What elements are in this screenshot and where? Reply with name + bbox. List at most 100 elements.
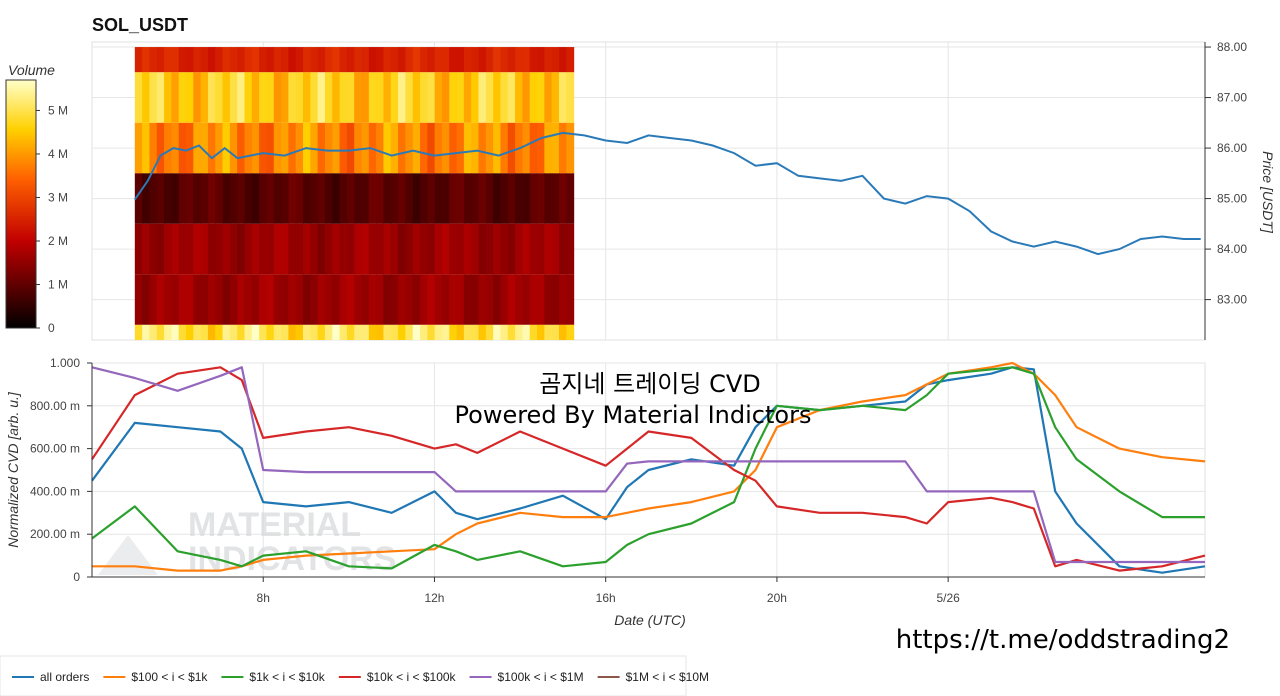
heatmap-cell	[500, 324, 509, 340]
heatmap-cell	[441, 173, 450, 224]
heatmap-cell	[566, 324, 575, 340]
heatmap-cell	[339, 324, 348, 340]
heatmap-cell	[171, 324, 180, 340]
heatmap-cell	[324, 223, 333, 275]
heatmap-cell	[178, 122, 187, 174]
heatmap-cell	[134, 324, 143, 340]
heatmap-cell	[281, 274, 289, 325]
heatmap-cell	[485, 173, 494, 224]
heatmap-cell	[398, 223, 406, 275]
heatmap-cell	[507, 72, 516, 123]
cvd-series-line-3	[91, 366, 1206, 572]
heatmap-cell	[273, 173, 282, 224]
heatmap-cell	[551, 274, 560, 325]
heatmap-cell	[566, 274, 575, 325]
heatmap-cell	[251, 122, 260, 174]
heatmap-cell	[237, 47, 246, 73]
heatmap-cell	[324, 122, 333, 174]
heatmap-cell	[266, 72, 275, 123]
heatmap-cell	[215, 47, 224, 73]
heatmap-cell	[207, 47, 216, 73]
heatmap-cell	[354, 274, 363, 325]
heatmap-cell	[142, 122, 151, 174]
footer-url[interactable]: https://t.me/oddstrading2	[896, 625, 1230, 655]
heatmap-cell	[485, 324, 494, 340]
heatmap-cell	[434, 223, 443, 275]
heatmap-cell	[463, 274, 472, 325]
heatmap-cell	[354, 223, 363, 275]
heatmap-cell	[178, 274, 187, 325]
heatmap-cell	[164, 274, 172, 325]
heatmap-cell	[471, 324, 480, 340]
heatmap-cell	[222, 47, 231, 73]
heatmap-cell	[193, 122, 202, 174]
heatmap-cell	[303, 47, 311, 73]
heatmap-cell	[551, 324, 560, 340]
heatmap-cell	[222, 72, 231, 123]
heatmap-cell	[361, 274, 370, 325]
legend-label-2: $1k < i < $10k	[249, 670, 325, 684]
heatmap-cell	[317, 47, 326, 73]
heatmap-cell	[368, 47, 377, 73]
heatmap-cell	[405, 122, 414, 174]
heatmap-cell	[529, 122, 538, 174]
heatmap-cell	[207, 122, 216, 174]
heatmap-cell	[156, 324, 165, 340]
heatmap-cell	[164, 47, 172, 73]
heatmap-cell	[215, 324, 224, 340]
heatmap-cell	[522, 72, 531, 123]
heatmap-cell	[310, 223, 319, 275]
heatmap-cell	[390, 274, 399, 325]
heatmap-cell	[332, 223, 341, 275]
heatmap-cell	[478, 72, 487, 123]
heatmap-cell	[449, 274, 458, 325]
heatmap-cell	[134, 173, 143, 224]
heatmap-cell	[420, 274, 428, 325]
heatmap-cell	[354, 173, 363, 224]
heatmap-cell	[493, 173, 502, 224]
heatmap-cell	[215, 173, 224, 224]
heatmap-cell	[471, 47, 480, 73]
heatmap-cell	[303, 72, 311, 123]
heatmap-cell	[215, 274, 224, 325]
heatmap-cell	[456, 324, 465, 340]
price-line-layer	[133, 131, 1201, 256]
heatmap-cell	[207, 173, 216, 224]
cvd-x-axis-title: Date (UTC)	[614, 612, 686, 628]
heatmap-cell	[405, 72, 414, 123]
heatmap-cell	[185, 47, 194, 73]
heatmap-cell	[266, 274, 275, 325]
heatmap-cell	[507, 223, 516, 275]
heatmap-cell	[383, 223, 392, 275]
heatmap-cell	[171, 223, 180, 275]
heatmap-cell	[207, 274, 216, 325]
heatmap-cell	[529, 173, 538, 224]
heatmap-cell	[193, 223, 202, 275]
heatmap-cell	[273, 47, 282, 73]
heatmap-cell	[266, 173, 275, 224]
heatmap-cell	[149, 173, 158, 224]
heatmap-cell	[346, 47, 355, 73]
heatmap-cell	[434, 122, 443, 174]
heatmap-cell	[405, 223, 414, 275]
heatmap-cell	[244, 223, 253, 275]
heatmap-cell	[463, 122, 472, 174]
heatmap-cell	[500, 223, 509, 275]
heatmap-cell	[529, 47, 538, 73]
heatmap-cell	[376, 223, 385, 275]
legend-label-0: all orders	[40, 670, 89, 684]
heatmap-cell	[229, 122, 238, 174]
heatmap-cell	[354, 122, 363, 174]
heatmap-cell	[332, 324, 341, 340]
heatmap-cell	[259, 324, 268, 340]
heatmap-cell	[449, 324, 458, 340]
colorbar	[5, 79, 37, 329]
heatmap-cell	[456, 274, 465, 325]
heatmap-cell	[332, 173, 341, 224]
heatmap-cell	[237, 324, 246, 340]
heatmap-cell	[222, 122, 231, 174]
heatmap-cell	[522, 173, 531, 224]
heatmap-cell	[376, 274, 385, 325]
heatmap-cell	[259, 223, 268, 275]
material-indicators-watermark: MATERIAL INDICATORS	[98, 506, 396, 578]
